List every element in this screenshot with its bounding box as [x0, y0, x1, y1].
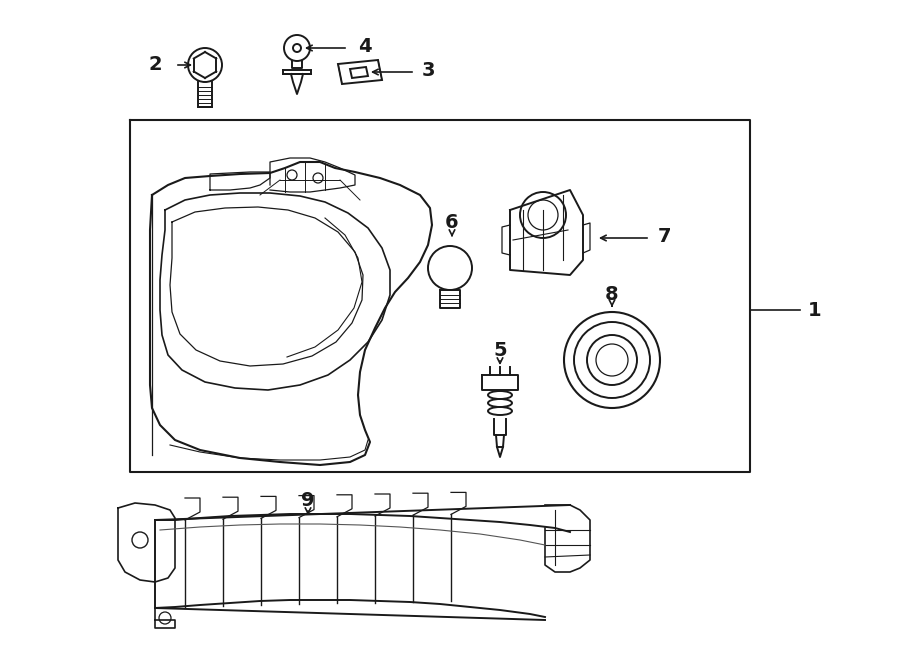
Text: 3: 3	[422, 61, 436, 79]
Text: 7: 7	[658, 227, 671, 245]
Text: 9: 9	[302, 490, 315, 510]
Text: 4: 4	[358, 36, 372, 56]
Text: 5: 5	[493, 340, 507, 360]
Text: 8: 8	[605, 286, 619, 305]
Text: 1: 1	[808, 301, 822, 319]
Text: 2: 2	[148, 56, 162, 75]
Text: 6: 6	[446, 212, 459, 231]
